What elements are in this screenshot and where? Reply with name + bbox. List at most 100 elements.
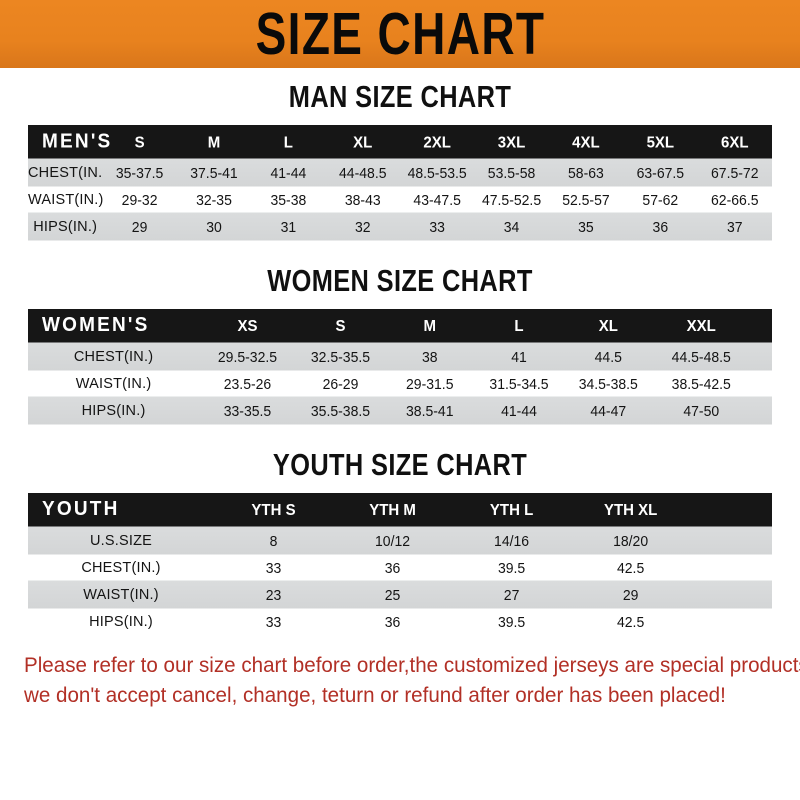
row-label: HIPS(IN.) [28, 212, 103, 241]
table-cell: 47.5-52.5 [481, 191, 542, 208]
table-cell: 67.5-72 [697, 158, 772, 187]
table-row: CHEST(IN.) 29.5-32.5 32.5-35.5 38 41 44.… [28, 342, 772, 371]
table-cell: 34.5-38.5 [578, 375, 638, 392]
table-row: HIPS(IN.) 33-35.5 35.5-38.5 38.5-41 41-4… [28, 396, 772, 425]
table-cell: 38.5-41 [385, 396, 475, 425]
table-cell: 41 [474, 342, 564, 371]
table-cell: 32-35 [196, 191, 232, 208]
table-cell: 33 [265, 559, 282, 576]
table-cell-spacer [690, 580, 772, 609]
men-size-header: XL [353, 133, 373, 151]
women-table-body: WOMEN'S XS S M L XL XXL CHEST(IN.) 29.5-… [28, 309, 772, 425]
men-size-table: MEN'S S M L XL 2XL 3XL 4XL 5XL 6XL CHEST… [28, 125, 772, 241]
table-cell: 42.5 [616, 613, 645, 630]
table-cell: 36 [623, 212, 698, 241]
youth-size-header: YTH M [369, 501, 416, 519]
table-cell: 33-35.5 [199, 396, 296, 425]
youth-section-title: YOUTH SIZE CHART [272, 448, 528, 482]
youth-table-body: YOUTH YTH S YTH M YTH L YTH XL U.S.SIZE … [28, 493, 772, 635]
women-size-table: WOMEN'S XS S M L XL XXL CHEST(IN.) 29.5-… [28, 309, 772, 425]
table-cell: 41-44 [251, 158, 326, 187]
women-size-header: M [423, 317, 436, 335]
youth-header-row: YOUTH YTH S YTH M YTH L YTH XL [28, 493, 772, 527]
table-cell: 36 [384, 613, 401, 630]
table-cell-spacer [690, 607, 772, 635]
table-cell: 44.5-48.5 [652, 342, 750, 371]
row-label: WAIST(IN.) [28, 580, 214, 609]
table-cell: 35.5-38.5 [295, 396, 386, 425]
table-cell: 31.5-34.5 [489, 375, 549, 392]
men-table-body: MEN'S S M L XL 2XL 3XL 4XL 5XL 6XL CHEST… [28, 125, 772, 241]
men-corner-label: MEN'S [42, 130, 113, 153]
women-size-section: WOMEN SIZE CHART WOMEN'S XS S M L XL XXL… [28, 264, 772, 425]
youth-size-header: YTH S [251, 501, 296, 519]
table-cell: 32 [325, 212, 400, 241]
row-label: HIPS(IN.) [28, 396, 200, 425]
disclaimer-note: Please refer to our size chart before or… [24, 651, 800, 711]
youth-size-header: YTH XL [603, 501, 658, 519]
disclaimer-line-2: we don't accept cancel, change, teturn o… [24, 683, 726, 707]
table-cell: 44-48.5 [325, 158, 400, 187]
table-cell: 29.5-32.5 [199, 342, 296, 371]
table-cell: 34 [474, 212, 549, 241]
row-label: CHEST(IN.) [81, 559, 161, 576]
table-cell-spacer [690, 553, 772, 581]
table-cell: 29 [571, 580, 691, 609]
table-cell: 41-44 [474, 396, 564, 425]
table-cell: 30 [176, 212, 252, 241]
table-cell: 32.5-35.5 [295, 342, 386, 371]
table-row: HIPS(IN.) 29 30 31 32 33 34 35 36 37 [28, 212, 772, 241]
table-cell: 10/12 [333, 526, 453, 555]
women-size-header: XS [237, 317, 258, 335]
page-banner: SIZE CHART [0, 0, 800, 68]
table-cell: 25 [333, 580, 453, 609]
table-cell: 62-66.5 [711, 191, 759, 208]
women-header-row: WOMEN'S XS S M L XL XXL [28, 309, 772, 343]
men-size-header: 2XL [423, 133, 451, 151]
table-cell: 18/20 [571, 526, 691, 555]
table-cell: 33 [399, 212, 475, 241]
men-size-header: 6XL [721, 133, 749, 151]
table-row: CHEST(IN.) 35-37.5 37.5-41 41-44 44-48.5… [28, 158, 772, 187]
women-corner-label: WOMEN'S [42, 314, 150, 337]
table-row: WAIST(IN.) 29-32 32-35 35-38 38-43 43-47… [28, 186, 772, 213]
table-cell: 26-29 [322, 375, 359, 392]
table-cell: 48.5-53.5 [399, 158, 475, 187]
table-row: U.S.SIZE 8 10/12 14/16 18/20 [28, 526, 772, 555]
table-cell: 14/16 [452, 526, 572, 555]
table-cell: 38 [385, 342, 475, 371]
men-section-title: MAN SIZE CHART [288, 80, 512, 114]
table-cell: 53.5-58 [474, 158, 549, 187]
table-cell: 35-37.5 [102, 158, 177, 187]
youth-size-section: YOUTH SIZE CHART YOUTH YTH S YTH M YTH L… [28, 448, 772, 635]
table-cell: 35-38 [270, 191, 307, 208]
table-cell: 42.5 [616, 559, 645, 576]
row-label: WAIST(IN.) [75, 375, 152, 392]
women-size-header: S [335, 317, 346, 335]
table-cell: 29 [102, 212, 177, 241]
table-cell-spacer [690, 526, 772, 555]
women-size-header: XL [598, 317, 618, 335]
table-cell-spacer [749, 342, 772, 371]
table-cell: 43-47.5 [413, 191, 461, 208]
table-row: WAIST(IN.) 23.5-26 26-29 29-31.5 31.5-34… [28, 370, 772, 397]
row-label: CHEST(IN.) [28, 342, 200, 371]
table-cell: 39.5 [497, 559, 526, 576]
youth-corner-label: YOUTH [42, 498, 120, 521]
youth-spacer-cell [690, 492, 772, 528]
men-size-header: 3XL [497, 133, 526, 151]
table-cell: 23 [214, 580, 334, 609]
men-size-header: S [134, 133, 145, 151]
men-size-header: 4XL [572, 133, 600, 151]
table-cell: 36 [384, 559, 401, 576]
table-cell: 58-63 [548, 158, 624, 187]
table-cell: 23.5-26 [223, 375, 272, 392]
men-size-header: L [283, 133, 293, 151]
table-cell: 44.5 [563, 342, 653, 371]
men-size-section: MAN SIZE CHART MEN'S S M L XL 2XL 3XL 4X… [28, 80, 772, 241]
table-cell: 33 [265, 613, 282, 630]
table-cell: 8 [214, 526, 334, 555]
table-cell: 47-50 [652, 396, 750, 425]
table-row: CHEST(IN.) 33 36 39.5 42.5 [28, 554, 772, 581]
table-cell-spacer [750, 369, 772, 397]
